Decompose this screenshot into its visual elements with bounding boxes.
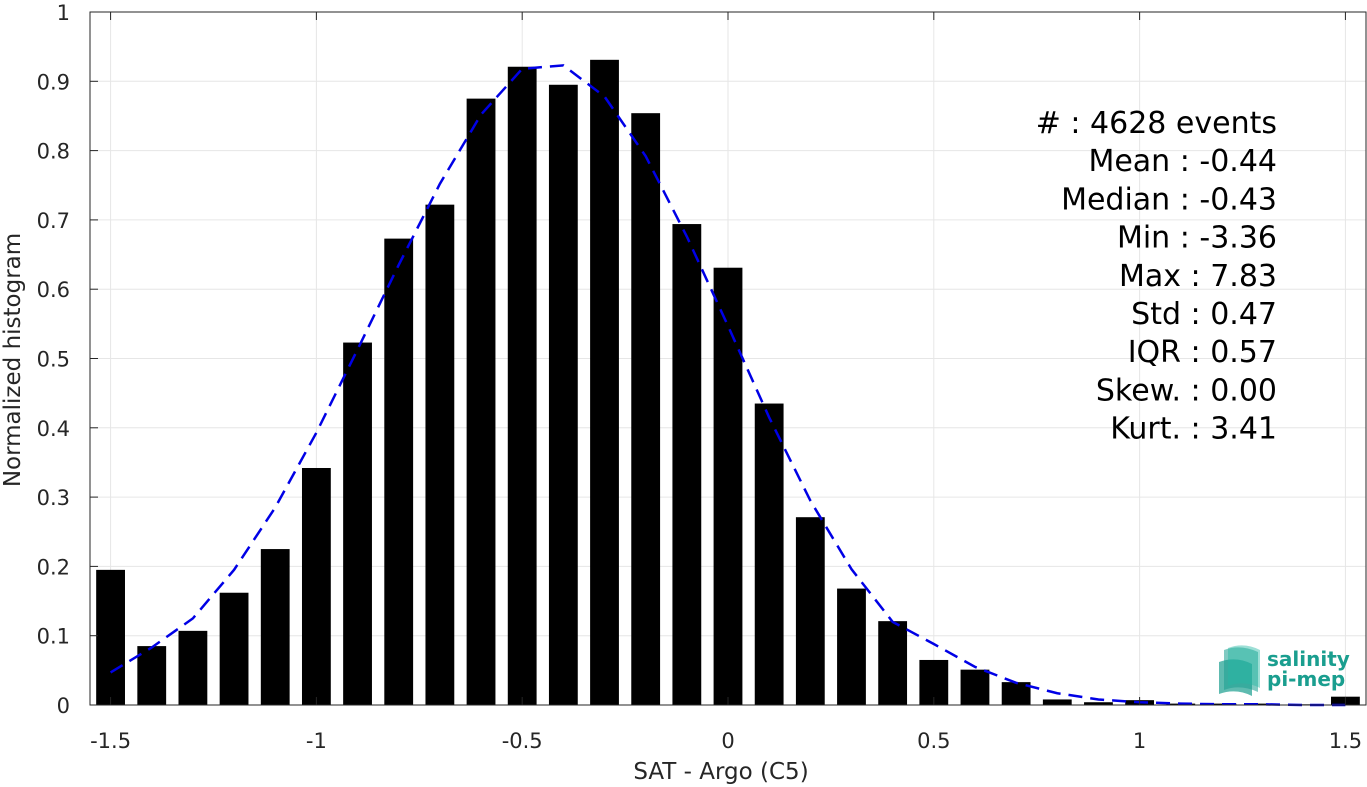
- histogram-bar: [960, 669, 990, 705]
- histogram-bar: [425, 204, 455, 706]
- stat-line: Median : -0.43: [1061, 182, 1277, 217]
- histogram-bar: [754, 403, 784, 705]
- histogram-bar: [137, 646, 167, 705]
- y-tick-label: 1: [57, 1, 70, 25]
- x-tick-label: 0: [721, 729, 734, 753]
- x-tick-label: -0.5: [502, 729, 543, 753]
- histogram-bar: [1207, 703, 1237, 705]
- y-tick-label: 0: [57, 694, 70, 718]
- x-axis-label: SAT - Argo (C5): [633, 759, 808, 785]
- histogram-bar: [837, 588, 866, 705]
- histogram-bar: [713, 267, 743, 705]
- y-tick-label: 0.1: [37, 625, 70, 649]
- histogram-bar: [384, 238, 414, 705]
- histogram-bar: [1084, 702, 1113, 705]
- stat-line: Std : 0.47: [1131, 297, 1277, 332]
- x-tick-label: -1.5: [90, 729, 131, 753]
- histogram-bar: [96, 569, 125, 705]
- y-tick-label: 0.5: [37, 348, 70, 372]
- histogram-bar: [1248, 703, 1278, 705]
- histogram-bar: [590, 59, 619, 705]
- histogram-bar: [1001, 682, 1031, 705]
- y-tick-label: 0.6: [37, 278, 70, 302]
- y-axis-label: Normalized histogram: [0, 233, 26, 487]
- x-tick-label: 1.5: [1329, 729, 1362, 753]
- stat-line: Min : -3.36: [1117, 221, 1277, 256]
- histogram-bar: [301, 467, 331, 705]
- y-tick-label: 0.8: [37, 140, 70, 164]
- stat-line: Kurt. : 3.41: [1110, 412, 1277, 447]
- histogram-bars: [96, 59, 1360, 706]
- histogram-bar: [795, 517, 825, 705]
- axis-ticks: -1.5 -1 -0.5 0 0.5 1 1.5 0 0.1 0.2 0.3 0.4 0.5 0.6 0.7…: [37, 1, 1363, 753]
- stat-line: Max : 7.83: [1119, 259, 1277, 294]
- stat-line: IQR : 0.57: [1128, 335, 1277, 370]
- y-tick-label: 0.2: [37, 555, 70, 579]
- stat-line: Skew. : 0.00: [1096, 373, 1277, 408]
- y-tick-label: 0.9: [37, 70, 70, 94]
- histogram-bar: [878, 621, 908, 705]
- histogram-bar: [507, 66, 537, 705]
- histogram-bar: [178, 630, 208, 705]
- histogram-bar: [466, 98, 496, 705]
- y-tick-label: 0.4: [37, 417, 70, 441]
- salinity-pi-mep-logo: salinity pi-mep: [1219, 645, 1350, 696]
- x-tick-label: -1: [306, 729, 327, 753]
- x-tick-label: 1: [1133, 729, 1146, 753]
- logo-text-line1: salinity: [1267, 647, 1350, 671]
- histogram-bar: [343, 342, 372, 705]
- histogram-bar: [548, 84, 578, 705]
- histogram-bar: [672, 224, 702, 706]
- logo-text-line2: pi-mep: [1267, 667, 1345, 691]
- wave-logo-icon: [1219, 645, 1260, 696]
- y-tick-label: 0.3: [37, 486, 70, 510]
- stat-line: Mean : -0.44: [1088, 144, 1277, 179]
- histogram-bar: [260, 549, 290, 705]
- stat-line: # : 4628 events: [1036, 106, 1277, 141]
- histogram-bar: [631, 113, 661, 706]
- x-tick-label: 0.5: [917, 729, 950, 753]
- histogram-bar: [219, 592, 249, 705]
- y-tick-label: 0.7: [37, 209, 70, 233]
- histogram-bar: [1042, 699, 1072, 705]
